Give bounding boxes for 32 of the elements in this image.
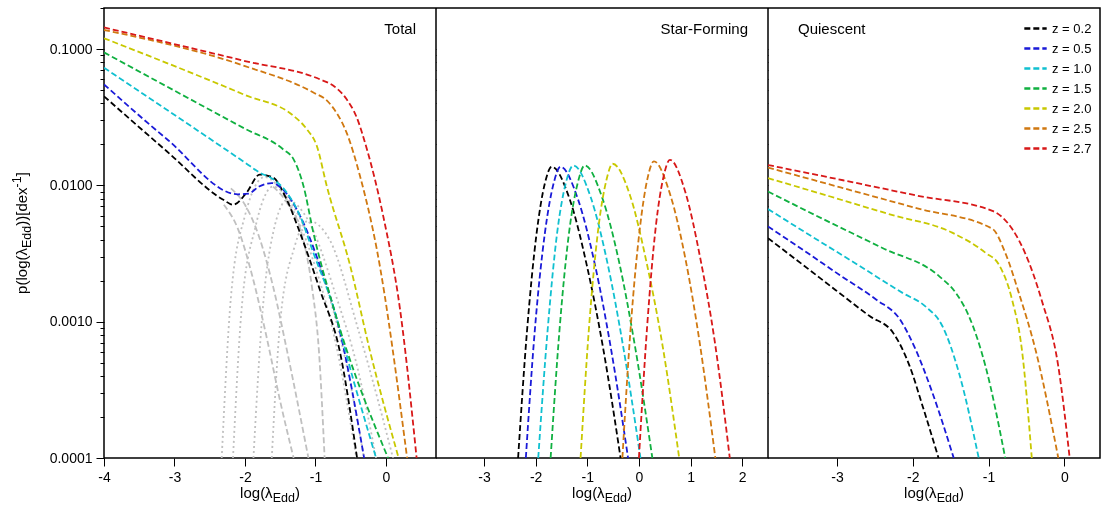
text: Quiescent	[798, 20, 867, 37]
x-tick-label: -4	[98, 468, 111, 485]
y-tick-label: 0.0100	[49, 176, 93, 193]
x-tick-label: 0	[382, 468, 391, 485]
x-axis-title: log(λ$_{Edd}$)	[903, 484, 965, 505]
x-axis-title: log(λ$_{Edd}$)	[571, 484, 633, 505]
x-tick-label: -1	[982, 468, 996, 485]
legend-label: z = 1.0	[1052, 60, 1092, 76]
y-tick-label: 0.1000	[49, 40, 93, 57]
x-tick-label: -1	[309, 468, 323, 485]
legend-label: z = 2.7	[1052, 140, 1092, 156]
x-tick-label: 2	[738, 468, 747, 485]
x-tick-label: -3	[831, 468, 844, 485]
x-tick-label: -2	[529, 468, 543, 485]
legend-label: z = 2.5	[1052, 120, 1092, 136]
x-tick-label: -3	[168, 468, 182, 485]
x-tick-label: 0	[635, 468, 644, 485]
legend-label: z = 1.5	[1052, 80, 1092, 96]
x-tick-label: 1	[687, 468, 696, 485]
x-tick-label: -2	[239, 468, 252, 485]
y-tick-label: 0.0001	[49, 449, 93, 466]
legend-label: z = 0.2	[1052, 20, 1092, 36]
x-tick-label: -2	[907, 468, 920, 485]
y-tick-label: 0.0010	[49, 313, 93, 330]
text: Star-Forming	[660, 20, 748, 37]
x-tick-label: -3	[478, 468, 491, 485]
x-tick-label: -1	[581, 468, 595, 485]
legend-label: z = 0.5	[1052, 40, 1092, 56]
x-axis-title: log(λ$_{Edd}$)	[239, 484, 301, 505]
x-tick-label: 0	[1060, 468, 1069, 485]
legend-label: z = 2.0	[1052, 100, 1092, 116]
text: Total	[384, 20, 416, 37]
